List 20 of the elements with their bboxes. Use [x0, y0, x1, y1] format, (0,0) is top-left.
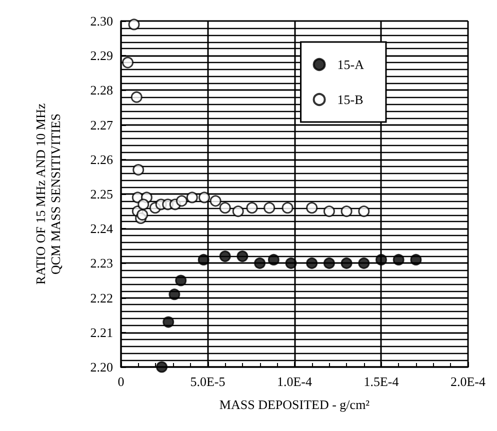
x-tick-label: 1.5E-4 — [364, 374, 400, 389]
y-tick-label: 2.24 — [90, 221, 114, 236]
x-axis-title: MASS DEPOSITED - g/cm² — [219, 397, 370, 412]
y-tick-label: 2.23 — [90, 256, 113, 271]
y-tick-label: 2.21 — [90, 324, 113, 340]
y-tick-label: 2.28 — [90, 82, 113, 98]
legend-label: 15-A — [337, 57, 365, 72]
y-tick-label: 2.30 — [90, 14, 113, 28]
y-axis-title: RATIO OF 15 MHz AND 10 MHz QCM MASS SENSITIVITIES — [33, 103, 63, 285]
y-tick-label: 2.25 — [90, 186, 113, 202]
y-tick-label: 2.20 — [90, 360, 113, 374]
legend-label: 15-B — [337, 92, 364, 107]
y-tick-label: 2.22 — [90, 290, 113, 306]
y-tick-label: 2.29 — [90, 48, 113, 64]
y-tick-label: 2.26 — [90, 152, 114, 167]
x-tick-label: 1.0E-4 — [276, 374, 313, 389]
y-tick-label: 2.27 — [90, 117, 114, 132]
x-tick-label: 5.0E-5 — [190, 374, 226, 389]
x-tick-label: 2.0E-4 — [450, 374, 486, 389]
x-tick-label: 0 — [118, 374, 124, 389]
